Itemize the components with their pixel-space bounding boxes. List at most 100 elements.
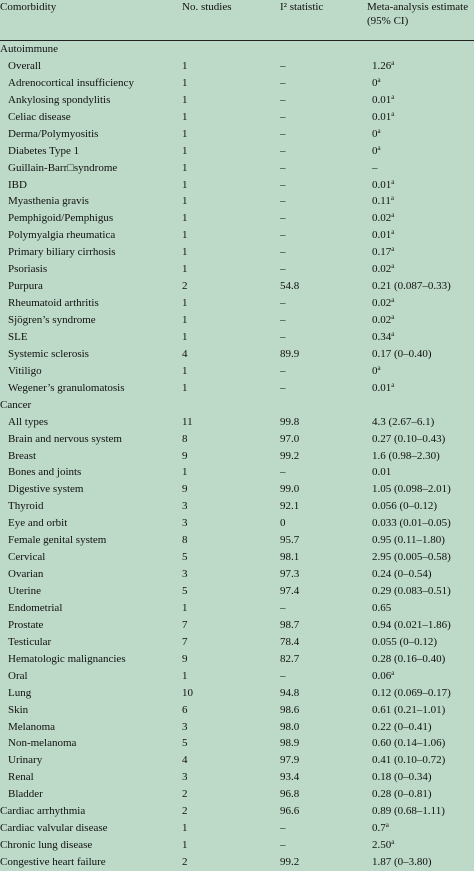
cell-estimate-value: 1.26: [372, 59, 392, 72]
cell-i2-statistic: –: [280, 330, 286, 343]
table-row: Primary biliary cirrhosis 1 – 0.17a: [0, 244, 474, 261]
cell-estimate-value: 0.01: [372, 178, 392, 191]
table-row: Guillain-Barr□syndrome 1 – –: [0, 160, 474, 177]
cell-comorbidity: All types: [8, 415, 49, 428]
cell-estimate: 0.61 (0.21–1.01): [372, 702, 445, 719]
cell-estimate: 0.24 (0–0.54): [372, 566, 432, 583]
cell-i2-statistic: 82.7: [280, 652, 300, 665]
cell-no-studies: 8: [182, 432, 188, 445]
cell-estimate-value: 1.6 (0.98–2.30): [372, 449, 440, 462]
cell-no-studies: 7: [182, 618, 188, 631]
table-row: Renal 3 93.4 0.18 (0–0.34): [0, 769, 474, 786]
table-row: Congestive heart failure 2 99.2 1.87 (0–3.8…: [0, 854, 474, 871]
cell-i2-statistic: 54.8: [280, 280, 300, 293]
cell-estimate: 0.7a: [372, 820, 389, 837]
cell-estimate: 0.01a: [372, 380, 394, 397]
cell-no-studies: 1: [182, 466, 188, 479]
cell-i2-statistic: –: [280, 246, 286, 259]
cell-estimate: 0.65: [372, 600, 391, 617]
cell-i2-statistic: 78.4: [280, 635, 300, 648]
cell-estimate: 0.01a: [372, 227, 394, 244]
cell-no-studies: 4: [182, 754, 188, 767]
table-row: Wegener’s granulomatosis 1 – 0.01a: [0, 380, 474, 397]
cell-estimate: 0.01a: [372, 109, 394, 126]
cell-no-studies: 1: [182, 297, 188, 310]
cell-estimate: 0.17 (0–0.40): [372, 346, 432, 363]
footnote-marker: a: [391, 668, 395, 677]
cell-comorbidity: SLE: [8, 330, 28, 343]
table-row: Cardiac arrhythmia 2 96.6 0.89 (0.68–1.11): [0, 803, 474, 820]
cell-no-studies: 2: [182, 788, 188, 801]
cell-no-studies: 2: [182, 805, 188, 818]
cell-no-studies: 3: [182, 720, 188, 733]
footnote-marker: a: [391, 380, 395, 389]
cell-comorbidity: Congestive heart failure: [0, 856, 106, 868]
cell-estimate: 0.056 (0–0.12): [372, 498, 437, 515]
table-row: IBD 1 – 0.01a: [0, 177, 474, 194]
cell-comorbidity: Non-melanoma: [8, 737, 77, 750]
cell-comorbidity: Diabetes Type 1: [8, 144, 80, 157]
cell-i2-statistic: –: [280, 161, 286, 174]
cell-no-studies: 1: [182, 161, 188, 174]
footnote-marker: a: [391, 313, 395, 321]
cell-no-studies: 7: [182, 635, 188, 648]
cell-i2-statistic: –: [280, 263, 286, 276]
cell-no-studies: 5: [182, 737, 188, 750]
cell-i2-statistic: 98.7: [280, 618, 300, 631]
cell-no-studies: 9: [182, 449, 188, 462]
cell-estimate: 0.01: [372, 464, 391, 481]
table-row: Breast 9 99.2 1.6 (0.98–2.30): [0, 448, 474, 465]
cell-estimate: 0.02a: [372, 312, 394, 329]
cell-estimate: 1.26a: [372, 58, 394, 75]
cell-estimate-value: 0.02: [372, 314, 392, 326]
cell-estimate: 0a: [372, 126, 381, 143]
cell-no-studies: 3: [182, 568, 188, 581]
cell-i2-statistic: –: [280, 76, 286, 89]
table-row: Rheumatoid arthritis 1 – 0.02a: [0, 295, 474, 312]
cell-no-studies: 5: [182, 551, 188, 564]
cell-comorbidity: Thyroid: [8, 500, 44, 513]
cell-comorbidity: Cardiac valvular disease: [0, 822, 108, 835]
table-row: Digestive system 9 99.0 1.05 (0.098–2.01): [0, 481, 474, 498]
cell-comorbidity: Renal: [8, 771, 34, 784]
cell-comorbidity: Adrenocortical insufficiency: [8, 76, 134, 89]
table-body: Autoimmune Overall 1–1.26a Adrenocortical i…: [0, 41, 474, 871]
table-row: Non-melanoma 5 98.9 0.60 (0.14–1.06): [0, 735, 474, 752]
cell-comorbidity: Celiac disease: [8, 110, 71, 123]
cell-i2-statistic: –: [280, 110, 286, 123]
cell-estimate-value: 2.95 (0.005–0.58): [372, 551, 451, 564]
cell-comorbidity: Eye and orbit: [8, 517, 68, 530]
cell-no-studies: 6: [182, 703, 188, 716]
cell-comorbidity: Cervical: [8, 551, 46, 564]
cell-comorbidity: Bladder: [8, 788, 43, 801]
cell-comorbidity: IBD: [8, 178, 27, 191]
footnote-marker: a: [391, 296, 395, 305]
table-row: SLE 1 – 0.34a: [0, 329, 474, 346]
cell-i2-statistic: 96.6: [280, 805, 300, 818]
cell-estimate-value: 0.21 (0.087–0.33): [372, 280, 451, 293]
cell-i2-statistic: –: [280, 195, 286, 208]
cell-comorbidity: Overall: [8, 59, 41, 72]
cell-estimate-value: 0.60 (0.14–1.06): [372, 737, 446, 750]
cell-i2-statistic: 97.0: [280, 432, 300, 445]
cell-estimate: 0.29 (0.083–0.51): [372, 583, 451, 600]
cell-estimate-value: 0.11: [372, 195, 391, 208]
cell-comorbidity: Vitiligo: [8, 364, 42, 377]
table-row: Cancer: [0, 397, 474, 414]
cell-i2-statistic: –: [280, 178, 286, 191]
table-row: Ankylosing spondylitis 1 – 0.01a: [0, 92, 474, 109]
table-row: Bones and joints 1 – 0.01: [0, 464, 474, 481]
table-row: Myasthenia gravis 1 – 0.11a: [0, 193, 474, 210]
cell-comorbidity: Ankylosing spondylitis: [8, 93, 111, 106]
cell-estimate-value: 0.94 (0.021–1.86): [372, 618, 451, 631]
cell-i2-statistic: –: [280, 314, 286, 326]
cell-no-studies: 1: [182, 669, 188, 682]
cell-i2-statistic: 96.8: [280, 788, 300, 801]
cell-estimate-value: 0.02: [372, 212, 392, 225]
cell-estimate: –: [372, 160, 378, 177]
table-row: Sjögren’s syndrome 1 – 0.02a: [0, 312, 474, 329]
cell-comorbidity: Polymyalgia rheumatica: [8, 229, 116, 242]
cell-no-studies: 2: [182, 280, 188, 293]
cell-estimate: 0.01a: [372, 177, 394, 194]
cell-estimate-value: 0.41 (0.10–0.72): [372, 754, 446, 767]
